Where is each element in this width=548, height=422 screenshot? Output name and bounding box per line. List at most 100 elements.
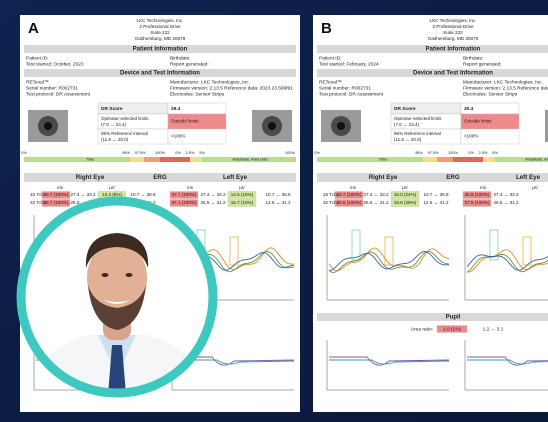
report-text: Patient Information xyxy=(426,47,481,53)
report-text: 5% xyxy=(492,151,498,155)
report-text: DR Score xyxy=(394,106,416,112)
section-bar xyxy=(24,69,296,77)
scale-segment xyxy=(178,157,190,162)
section-bar xyxy=(317,313,548,321)
report-text: 14.5 (16%) xyxy=(231,192,254,197)
report-text: ms xyxy=(187,185,194,190)
report-text: 95% Reference interval xyxy=(101,131,148,136)
table-cell xyxy=(462,191,492,199)
report-text: Firmware version: 2.13.5 Reference data:… xyxy=(170,85,293,91)
report-text: Gaithersburg, MD 20879 xyxy=(135,36,186,41)
report-text: ERG xyxy=(446,174,460,181)
table-cell xyxy=(169,191,199,199)
report-text: 40.7 (100%) xyxy=(43,192,68,197)
section-bar xyxy=(317,173,548,182)
report-text: Amplitude, Area ratio xyxy=(525,158,548,162)
waveform xyxy=(466,253,548,273)
scale-segment xyxy=(483,157,495,162)
report-text: RETeval™ xyxy=(319,79,342,85)
report-text: DR Score xyxy=(101,106,123,112)
section-bar xyxy=(317,45,548,53)
report-text: ERG xyxy=(153,174,167,181)
report-text: 27.4 ↔ 33.2 xyxy=(493,192,518,197)
report-text: Outside limits xyxy=(171,119,199,124)
report-text: Report generated: xyxy=(463,61,502,67)
report-text: 95% Reference interval xyxy=(394,131,441,136)
waveform xyxy=(328,250,450,273)
report-text: 95% xyxy=(122,151,130,155)
table-cell xyxy=(227,191,257,199)
table-cell xyxy=(41,199,71,207)
report-text: 0% xyxy=(314,151,320,155)
report-text: 1.2 ↔ 3.1 xyxy=(483,326,504,332)
scale-segment xyxy=(144,157,160,162)
table-cell xyxy=(334,199,364,207)
report-text: Test protocol: DR Assessment xyxy=(26,91,91,97)
report-text: Test started: October, 2023 xyxy=(26,61,84,67)
report-text: 2.5% xyxy=(479,151,488,155)
report-text: 19.8 (29%) xyxy=(394,200,417,205)
pupil-trace xyxy=(174,359,295,365)
scale-segment xyxy=(471,157,483,162)
report-text: 0% xyxy=(468,151,474,155)
scale-segment xyxy=(437,157,453,162)
report-text: 97.5% xyxy=(428,151,439,155)
report-text: 27.4 ↔ 33.2 xyxy=(200,192,225,197)
report-text: 100% xyxy=(155,151,165,155)
report-text: Right Eye xyxy=(369,174,398,181)
report-text: RETeval™ xyxy=(26,79,49,85)
report-text: 35.9 (100%) xyxy=(464,192,489,197)
report-page: B LKC Technologies, Inc.2 Professional Dr… xyxy=(313,15,548,412)
report-text: 10.7 ↔ 36.8 xyxy=(130,192,155,197)
report-text: ms xyxy=(480,185,487,190)
report-text: Patient Information xyxy=(133,47,188,53)
report-text: Area ratio: xyxy=(411,326,433,332)
report-text: A xyxy=(28,20,39,37)
report-text: (11.8 ↔ 20.0) xyxy=(101,137,129,142)
report-text: 27.4 ↔ 33.2 xyxy=(70,192,95,197)
report-text: 16 Td·s xyxy=(30,192,46,197)
report-text: Test protocol: DR Assessment xyxy=(319,91,384,97)
report-text: 97.5% xyxy=(135,151,146,155)
report-text: 10.7 ↔ 36.8 xyxy=(423,192,448,197)
report-text: Manufacturer: LKC Technologies, Inc. xyxy=(170,79,250,85)
table-cell xyxy=(390,199,420,207)
paper xyxy=(313,15,548,412)
report-text: (7.0 ↔ 23.4) xyxy=(394,122,420,127)
report-text: 100% xyxy=(285,151,295,155)
report-text: Patient ID: xyxy=(319,55,341,61)
report-text: Report generated: xyxy=(170,61,209,67)
report-text: 10.7 ↔ 36.8 xyxy=(265,192,290,197)
report-text: Birthdate: xyxy=(463,55,484,61)
table-cell xyxy=(169,199,199,207)
report-text: 2 Professional Drive xyxy=(139,24,181,29)
pupil-trace xyxy=(329,356,450,366)
scale-segment xyxy=(495,157,548,162)
scale-segment xyxy=(423,157,437,162)
report-text: Device and Test Information xyxy=(120,71,200,77)
scale-segment xyxy=(130,157,144,162)
report-text: 27.4 ↔ 33.2 xyxy=(363,192,388,197)
report-text: 12.4 (8%) xyxy=(102,192,122,197)
report-text: Left Eye xyxy=(223,174,248,181)
section-bar xyxy=(24,173,296,182)
report-text: 1.0 (1%) xyxy=(443,326,462,332)
report-text: Outside limits xyxy=(464,119,492,124)
table-cell xyxy=(41,191,71,199)
report-text: 37.7 (100%) xyxy=(171,192,196,197)
pupil-trace xyxy=(174,356,295,366)
report-text: Birthdate: xyxy=(170,55,191,61)
report-text: 38.7 (100%) xyxy=(43,200,68,205)
report-text: Serial number: R002731 xyxy=(26,85,78,91)
table-cell xyxy=(460,128,520,145)
report-text: 95% xyxy=(415,151,423,155)
scale-segment xyxy=(160,157,178,162)
report-text: 2.5% xyxy=(186,151,195,155)
report-text: 30.4 xyxy=(464,106,474,112)
report-text: µV xyxy=(532,185,538,190)
report-text: Time xyxy=(379,158,387,162)
report-text: Amplitude, Area ratio xyxy=(232,158,267,162)
scale-segment xyxy=(453,157,471,162)
